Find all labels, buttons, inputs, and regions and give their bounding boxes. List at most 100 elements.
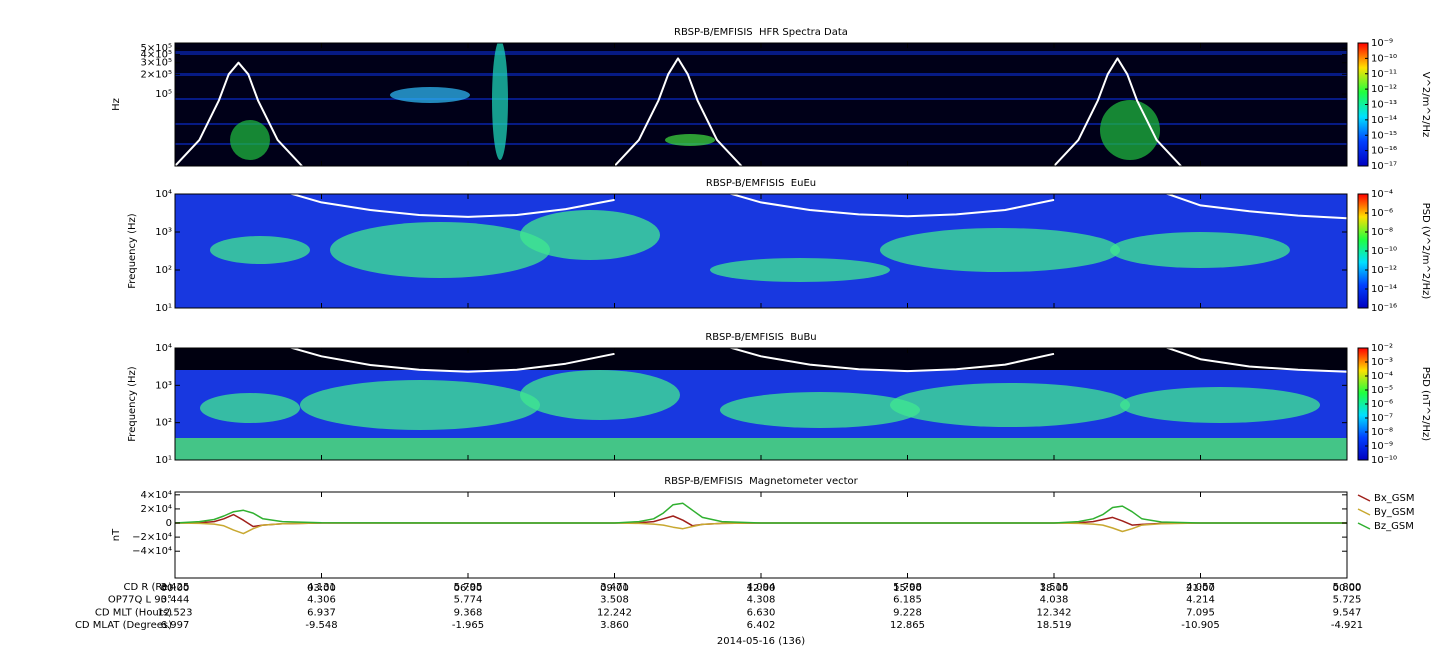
colorbar-tick-label: 10⁻¹⁶ — [1371, 303, 1397, 314]
spectrum-band — [175, 143, 1347, 145]
y-axis-label: Frequency (Hz) — [127, 366, 138, 442]
ephemeris-value: 9.547 — [1333, 607, 1362, 618]
colorbar-tick-label: 10⁻¹³ — [1371, 100, 1397, 111]
spectrum-blob — [665, 134, 715, 146]
colorbar-label: V^2/m^2/Hz — [1420, 72, 1431, 138]
ephemeris-value: 12.865 — [890, 620, 925, 631]
y-tick-label: 10¹ — [155, 455, 172, 466]
legend-swatch — [1357, 522, 1371, 530]
ephemeris-value: 3.860 — [600, 620, 629, 631]
legend-label: Bz_GSM — [1374, 521, 1414, 532]
data-line — [175, 522, 1347, 535]
colorbar-tick-label: 10⁻⁶ — [1371, 208, 1393, 219]
colorbar-tick-label: 10⁻⁸ — [1371, 227, 1393, 238]
y-tick-label: 10² — [155, 418, 172, 429]
colorbar-tick-label: 10⁻⁴ — [1371, 189, 1393, 200]
spectrum-band — [175, 51, 1347, 55]
colorbar-label: PSD (nT^2/Hz) — [1420, 367, 1431, 441]
plasma-frequency-line — [288, 194, 1347, 220]
colorbar-tick-label: 10⁻⁷ — [1371, 413, 1393, 424]
spectrum-band — [175, 123, 1347, 125]
x-tick-label: 09:00 — [600, 583, 629, 594]
colorbar-tick-label: 10⁻¹⁰ — [1371, 53, 1397, 64]
spectrum-bg — [175, 43, 1347, 166]
y-tick-label: 3×10⁵ — [141, 58, 172, 69]
y-tick-label: 4×10⁵ — [141, 50, 172, 61]
ephemeris-value: 12.342 — [1037, 607, 1072, 618]
colorbar-tick-label: 10⁻⁵ — [1371, 385, 1393, 396]
ephemeris-value: 6.402 — [747, 620, 776, 631]
ephemeris-label: CD MLAT (Degrees) — [75, 620, 172, 631]
y-tick-label: 2×10⁴ — [141, 504, 172, 515]
colorbar-tick-label: 10⁻⁸ — [1371, 427, 1393, 438]
x-tick-label: 06:00 — [454, 583, 483, 594]
ephemeris-value: 12.242 — [597, 607, 632, 618]
y-tick-label: 10² — [155, 265, 172, 276]
spectrum-blob — [300, 380, 540, 430]
x-tick-label: 21:00 — [1186, 583, 1215, 594]
ephemeris-value: 4.131 — [307, 582, 336, 593]
colorbar-tick-label: 10⁻³ — [1371, 357, 1393, 368]
ephemeris-value: -4.921 — [1331, 620, 1363, 631]
colorbar-tick-label: 10⁻⁶ — [1371, 399, 1393, 410]
colorbar-tick-label: 10⁻¹⁶ — [1371, 146, 1397, 157]
x-tick-label: 12:00 — [747, 583, 776, 594]
legend-swatch — [1357, 508, 1371, 516]
ephemeris-value: 3.508 — [600, 595, 629, 606]
y-tick-label: 10³ — [155, 227, 172, 238]
ephemeris-value: 5.795 — [454, 582, 483, 593]
ephemeris-value: 18.519 — [1037, 620, 1072, 631]
x-tick-label: 00:00 — [161, 583, 190, 594]
ephemeris-value: 6.937 — [307, 607, 336, 618]
plasma-frequency-line — [175, 57, 1182, 166]
ephemeris-label: CD MLT (Hours) — [95, 607, 172, 618]
panel-title: RBSP-B/EMFISIS HFR Spectra Data — [674, 27, 848, 38]
spectrum-blob — [520, 210, 660, 260]
ephemeris-value: 6.185 — [893, 595, 922, 606]
y-tick-label: 5×10⁵ — [141, 43, 172, 54]
ephemeris-label: OP77Q L 90° — [108, 595, 172, 606]
spectrum-blob — [330, 222, 550, 278]
legend-swatch — [1357, 494, 1371, 502]
spectrum-blob — [890, 383, 1130, 427]
x-tick-label: 00:00 — [1333, 583, 1362, 594]
y-tick-label: 4×10⁴ — [141, 490, 172, 501]
ephemeris-value: 12.523 — [158, 607, 193, 618]
ephemeris-value: 5.798 — [893, 582, 922, 593]
ephemeris-value: 4.214 — [1186, 595, 1215, 606]
panel-title: RBSP-B/EMFISIS EuEu — [706, 178, 816, 189]
spectrum-blob — [880, 228, 1120, 272]
colorbar-tick-label: 10⁻¹⁵ — [1371, 130, 1397, 141]
plot-area — [175, 502, 1347, 535]
y-axis-label: Frequency (Hz) — [127, 213, 138, 289]
colorbar-tick-label: 10⁻² — [1371, 343, 1393, 354]
colorbar-tick-label: 10⁻⁴ — [1371, 371, 1393, 382]
colorbar-tick-label: 10⁻¹⁰ — [1371, 455, 1397, 466]
spectrum-blob — [710, 258, 890, 282]
y-tick-label: 10¹ — [155, 303, 172, 314]
spectrum-blob — [230, 120, 270, 160]
spectrum-blob — [210, 236, 310, 264]
y-tick-label: 10⁴ — [155, 189, 172, 200]
y-axis-label: nT — [111, 528, 122, 541]
x-tick-label: 18:00 — [1040, 583, 1069, 594]
colorbar-tick-label: 10⁻¹² — [1371, 84, 1397, 95]
y-tick-label: 10³ — [155, 380, 172, 391]
plot-area — [175, 43, 1347, 166]
x-tick-label: 15:00 — [893, 583, 922, 594]
x-tick-label: 03:00 — [307, 583, 336, 594]
ephemeris-value: -10.905 — [1181, 620, 1220, 631]
axes-frame — [174, 491, 1348, 579]
plot-area — [175, 348, 1347, 460]
ephemeris-value: 4.094 — [747, 582, 776, 593]
spectrum-blob — [492, 43, 508, 160]
y-tick-label: 0 — [166, 518, 172, 529]
spectrum-band — [175, 73, 1347, 76]
ephemeris-value: 3.425 — [161, 582, 190, 593]
plasma-frequency-line — [288, 348, 1347, 373]
spectrum-blob — [1120, 387, 1320, 423]
spectrum-blob — [1110, 232, 1290, 268]
ephemeris-value: 6.630 — [747, 607, 776, 618]
y-axis-label: Hz — [111, 98, 122, 111]
ephemeris-value: 4.308 — [747, 595, 776, 606]
